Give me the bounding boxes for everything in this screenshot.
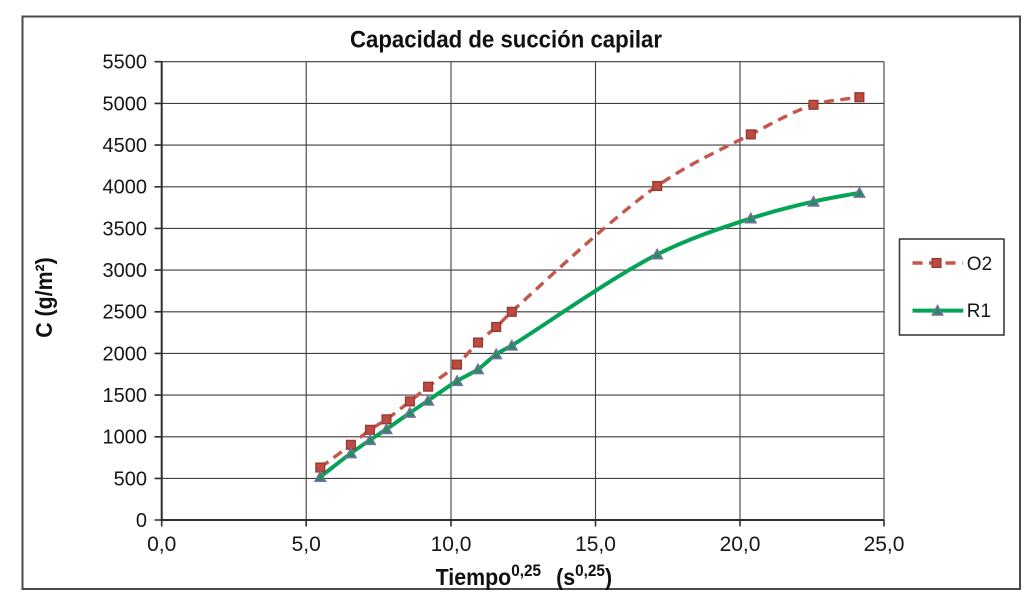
svg-text:R1: R1 [967, 301, 991, 322]
svg-text:15,0: 15,0 [575, 533, 616, 556]
svg-text:Tiempo0,25 (s0,25): Tiempo0,25 (s0,25) [436, 562, 612, 590]
svg-text:Capacidad de succión capilar: Capacidad de succión capilar [350, 26, 662, 53]
svg-text:4500: 4500 [103, 135, 148, 157]
svg-text:2000: 2000 [103, 343, 148, 365]
svg-text:3500: 3500 [103, 218, 148, 240]
svg-text:500: 500 [114, 468, 147, 490]
svg-text:5,0: 5,0 [292, 533, 321, 556]
svg-text:1500: 1500 [103, 385, 148, 407]
svg-text:0: 0 [136, 510, 147, 532]
svg-text:10,0: 10,0 [431, 533, 472, 556]
svg-text:1000: 1000 [103, 427, 148, 449]
svg-text:4000: 4000 [103, 177, 148, 199]
svg-text:20,0: 20,0 [720, 533, 761, 556]
svg-text:3000: 3000 [103, 260, 148, 282]
svg-text:5000: 5000 [103, 93, 148, 115]
svg-text:5500: 5500 [103, 52, 148, 74]
svg-text:2500: 2500 [103, 302, 148, 324]
svg-text:25,0: 25,0 [864, 533, 905, 556]
svg-text:0,0: 0,0 [147, 533, 176, 556]
svg-text:C (g/m²): C (g/m²) [31, 257, 57, 338]
svg-text:O2: O2 [967, 254, 992, 275]
